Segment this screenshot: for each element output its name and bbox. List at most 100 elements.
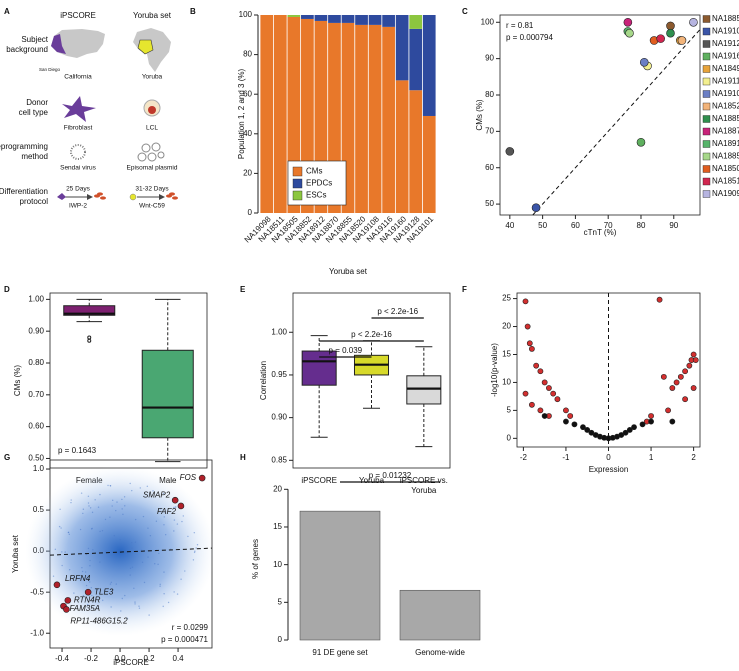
y-tick-label: 0.90 bbox=[28, 326, 44, 335]
plot-frame bbox=[292, 292, 451, 469]
density-dot bbox=[163, 516, 165, 518]
bar-segment bbox=[260, 15, 274, 213]
virus-icon bbox=[70, 144, 86, 160]
density-dot bbox=[61, 551, 63, 553]
outlier bbox=[87, 335, 92, 340]
density-dot bbox=[91, 511, 94, 514]
bar-segment bbox=[355, 24, 368, 214]
point bbox=[666, 28, 675, 38]
x-axis-label: Expression bbox=[589, 465, 629, 474]
point bbox=[526, 340, 533, 347]
y-tick-label: 20 bbox=[502, 322, 511, 331]
point bbox=[584, 427, 591, 433]
density-dot bbox=[87, 547, 90, 550]
point-label: LRFN4 bbox=[65, 574, 91, 583]
density-dot bbox=[107, 484, 109, 487]
density-dot bbox=[81, 566, 83, 569]
y-tick-label: 25 bbox=[502, 294, 511, 303]
x-tick-label: -1 bbox=[562, 453, 570, 462]
density-dot bbox=[162, 605, 164, 608]
x-tick-label: 0.0 bbox=[114, 654, 126, 663]
point bbox=[648, 413, 654, 419]
legend-label: NA18520 bbox=[712, 102, 739, 111]
row-label: protocol bbox=[20, 197, 49, 206]
y-tick-label: 20 bbox=[273, 484, 282, 493]
california-map bbox=[51, 34, 66, 54]
yoruba-map bbox=[137, 39, 154, 55]
item-label: Wnt-C59 bbox=[139, 203, 165, 210]
point bbox=[682, 396, 689, 403]
density-dot bbox=[125, 550, 127, 552]
density-dot bbox=[85, 584, 88, 587]
density-dot bbox=[109, 484, 112, 487]
density-background bbox=[25, 466, 216, 637]
point bbox=[537, 368, 544, 375]
density-dot bbox=[163, 571, 165, 573]
bar-segment bbox=[422, 15, 436, 116]
density-dot bbox=[124, 505, 126, 507]
density-dot bbox=[147, 527, 149, 529]
legend-label: NA18870 bbox=[712, 127, 739, 136]
density-dot bbox=[87, 579, 90, 582]
point-label: TLE3 bbox=[94, 587, 114, 596]
y-tick-label: 0 bbox=[248, 208, 253, 217]
row-label: method bbox=[21, 152, 48, 161]
density-dot bbox=[182, 515, 185, 517]
point bbox=[639, 421, 646, 428]
density-dot bbox=[134, 603, 136, 605]
panel-label: D bbox=[4, 285, 10, 294]
y-tick-label: 40 bbox=[243, 129, 252, 138]
bar-segment bbox=[328, 15, 341, 23]
bar-segment bbox=[409, 90, 423, 213]
box bbox=[63, 305, 116, 316]
density-dot bbox=[68, 569, 71, 571]
bar-segment bbox=[287, 15, 301, 17]
density-dot bbox=[157, 563, 159, 566]
fit-line bbox=[49, 547, 213, 556]
density-dot bbox=[111, 505, 113, 507]
density-dot bbox=[64, 551, 66, 553]
density-dot bbox=[138, 605, 140, 607]
annotation: p = 0.000794 bbox=[506, 33, 553, 42]
point bbox=[690, 385, 697, 391]
cell-icon bbox=[57, 193, 66, 200]
density-dot bbox=[58, 525, 61, 528]
legend-swatch bbox=[702, 140, 711, 148]
density-dot bbox=[97, 506, 100, 508]
item-label: LCL bbox=[146, 125, 158, 132]
legend-swatch bbox=[702, 152, 711, 161]
density-dot bbox=[149, 535, 152, 537]
density-dot bbox=[80, 492, 83, 494]
density-dot bbox=[173, 506, 175, 509]
density-dot bbox=[60, 527, 62, 529]
density-dot bbox=[141, 561, 144, 563]
density-dot bbox=[193, 532, 196, 534]
point bbox=[689, 17, 698, 27]
density-dot bbox=[67, 531, 70, 533]
density-dot bbox=[139, 487, 142, 489]
density-dot bbox=[162, 492, 165, 495]
density-dot bbox=[52, 575, 55, 577]
y-tick-label: 0.90 bbox=[271, 413, 287, 422]
point bbox=[522, 390, 529, 397]
density-dot bbox=[173, 519, 176, 521]
x-axis-label: Yoruba set bbox=[329, 267, 368, 276]
annotation: r = 0.81 bbox=[506, 21, 534, 30]
y-tick-label: 0.60 bbox=[28, 422, 44, 431]
cm-icon bbox=[94, 192, 106, 200]
density-dot bbox=[148, 614, 150, 616]
y-tick-label: 1.00 bbox=[271, 327, 287, 336]
box bbox=[301, 350, 337, 386]
point bbox=[660, 373, 667, 380]
density-dot bbox=[101, 529, 104, 532]
point bbox=[505, 147, 515, 156]
point bbox=[580, 424, 586, 431]
x-tick-label: 91 DE gene set bbox=[312, 648, 368, 657]
panel-label: F bbox=[462, 285, 467, 294]
point bbox=[53, 581, 61, 589]
density-dot bbox=[131, 547, 133, 549]
density-dot bbox=[133, 587, 135, 589]
map-label: San Diego bbox=[39, 67, 61, 72]
density-dot bbox=[91, 527, 93, 530]
point bbox=[625, 28, 634, 38]
